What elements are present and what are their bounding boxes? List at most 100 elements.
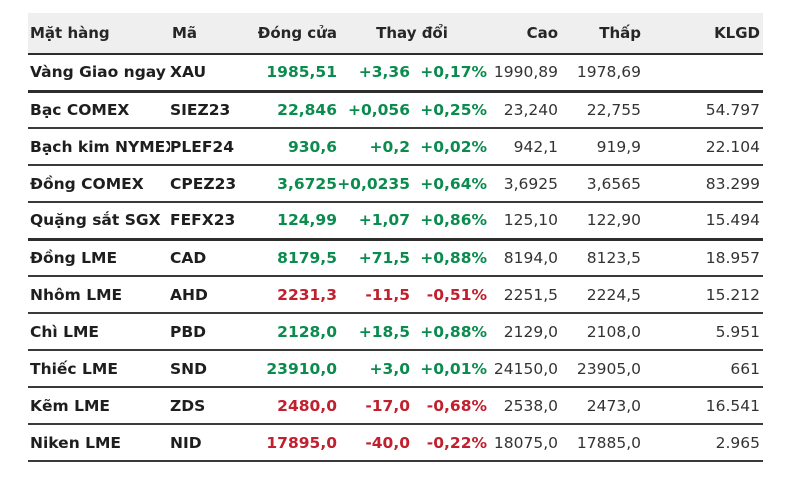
volume-cell: 15.494 (641, 202, 764, 241)
change-value-cell: +18,5 (337, 313, 410, 351)
change-value-cell: -11,5 (337, 276, 410, 314)
header-change: Thay đổi (337, 13, 488, 55)
commodity-code-cell: CAD (170, 239, 255, 277)
commodity-name-cell: Quặng sắt SGX (28, 202, 170, 241)
change-value-cell: +3,36 (337, 54, 410, 93)
change-percent-cell: +0,88% (410, 239, 488, 277)
volume-cell: 2.965 (641, 424, 764, 462)
close-price-cell: 3,6725 (255, 165, 337, 203)
change-value-cell: +1,07 (337, 202, 410, 241)
close-price-cell: 8179,5 (255, 239, 337, 277)
change-percent-cell: +0,17% (410, 54, 488, 93)
commodity-name-cell: Đồng LME (28, 239, 170, 277)
table-row: Vàng Giao ngay XAU 1985,51 +3,36 +0,17% 1990,… (28, 54, 764, 93)
low-price-cell: 23905,0 (558, 350, 642, 388)
volume-cell (641, 54, 764, 93)
change-value-cell: -40,0 (337, 424, 410, 462)
commodity-code-cell: AHD (170, 276, 255, 314)
commodity-code-cell: PLEF24 (170, 128, 255, 166)
change-percent-cell: +0,86% (410, 202, 488, 241)
volume-cell: 5.951 (641, 313, 764, 351)
table-row: Chì LME PBD 2128,0 +18,5 +0,88% 2129,0 2108,0 5… (28, 313, 764, 351)
close-price-cell: 2231,3 (255, 276, 337, 314)
header-row: Mặt hàng Mã Đóng cửa Thay đổi Cao Thấp K… (28, 13, 764, 55)
volume-cell: 54.797 (641, 91, 764, 129)
commodity-table: Mặt hàng Mã Đóng cửa Thay đổi Cao Thấp K… (28, 13, 764, 462)
change-percent-cell: +0,64% (410, 165, 488, 203)
commodity-code-cell: PBD (170, 313, 255, 351)
table-row: Niken LME NID 17895,0 -40,0 -0,22% 18075,0 178… (28, 424, 764, 462)
volume-cell: 18.957 (641, 239, 764, 277)
commodity-name-cell: Đồng COMEX (28, 165, 170, 203)
volume-cell: 15.212 (641, 276, 764, 314)
table-row: Đồng LME CAD 8179,5 +71,5 +0,88% 8194,0 8123,5… (28, 239, 764, 277)
change-percent-cell: +0,25% (410, 91, 488, 129)
commodity-name-cell: Chì LME (28, 313, 170, 351)
table-row: Quặng sắt SGX FEFX23 124,99 +1,07 +0,86% 125,… (28, 202, 764, 241)
commodity-price-board: Mặt hàng Mã Đóng cửa Thay đổi Cao Thấp K… (28, 13, 764, 462)
header-close: Đóng cửa (255, 13, 337, 55)
low-price-cell: 8123,5 (558, 239, 642, 277)
low-price-cell: 122,90 (558, 202, 642, 241)
commodity-code-cell: XAU (170, 54, 255, 93)
volume-cell: 661 (641, 350, 764, 388)
change-percent-cell: +0,01% (410, 350, 488, 388)
low-price-cell: 1978,69 (558, 54, 642, 93)
commodity-code-cell: CPEZ23 (170, 165, 255, 203)
change-value-cell: -17,0 (337, 387, 410, 425)
commodity-name-cell: Kẽm LME (28, 387, 170, 425)
low-price-cell: 2108,0 (558, 313, 642, 351)
commodity-name-cell: Bạch kim NYMEX (28, 128, 170, 166)
close-price-cell: 1985,51 (255, 54, 337, 93)
close-price-cell: 23910,0 (255, 350, 337, 388)
table-row: Bạch kim NYMEX PLEF24 930,6 +0,2 +0,02% 942,1… (28, 128, 764, 166)
change-percent-cell: -0,51% (410, 276, 488, 314)
high-price-cell: 24150,0 (487, 350, 559, 388)
close-price-cell: 2480,0 (255, 387, 337, 425)
commodity-name-cell: Nhôm LME (28, 276, 170, 314)
header-high: Cao (487, 13, 559, 55)
commodity-code-cell: SIEZ23 (170, 91, 255, 129)
volume-cell: 83.299 (641, 165, 764, 203)
volume-cell: 22.104 (641, 128, 764, 166)
low-price-cell: 919,9 (558, 128, 642, 166)
table-row: Nhôm LME AHD 2231,3 -11,5 -0,51% 2251,5 2224,5… (28, 276, 764, 314)
commodity-code-cell: NID (170, 424, 255, 462)
header-low: Thấp (558, 13, 642, 55)
header-code: Mã (170, 13, 255, 55)
low-price-cell: 22,755 (558, 91, 642, 129)
commodity-name-cell: Thiếc LME (28, 350, 170, 388)
table-row: Thiếc LME SND 23910,0 +3,0 +0,01% 24150,0 2390… (28, 350, 764, 388)
header-volume: KLGD (641, 13, 764, 55)
change-percent-cell: -0,22% (410, 424, 488, 462)
close-price-cell: 17895,0 (255, 424, 337, 462)
change-value-cell: +0,0235 (337, 165, 410, 203)
high-price-cell: 18075,0 (487, 424, 559, 462)
header-commodity: Mặt hàng (28, 13, 170, 55)
commodity-code-cell: SND (170, 350, 255, 388)
change-value-cell: +71,5 (337, 239, 410, 277)
volume-cell: 16.541 (641, 387, 764, 425)
high-price-cell: 23,240 (487, 91, 559, 129)
high-price-cell: 2538,0 (487, 387, 559, 425)
high-price-cell: 3,6925 (487, 165, 559, 203)
table-header: Mặt hàng Mã Đóng cửa Thay đổi Cao Thấp K… (28, 13, 764, 55)
table-row: Bạc COMEX SIEZ23 22,846 +0,056 +0,25% 23,240 2… (28, 91, 764, 129)
high-price-cell: 8194,0 (487, 239, 559, 277)
high-price-cell: 125,10 (487, 202, 559, 241)
low-price-cell: 17885,0 (558, 424, 642, 462)
change-value-cell: +0,2 (337, 128, 410, 166)
close-price-cell: 124,99 (255, 202, 337, 241)
change-percent-cell: +0,02% (410, 128, 488, 166)
close-price-cell: 2128,0 (255, 313, 337, 351)
low-price-cell: 2473,0 (558, 387, 642, 425)
high-price-cell: 2129,0 (487, 313, 559, 351)
commodity-name-cell: Niken LME (28, 424, 170, 462)
commodity-code-cell: FEFX23 (170, 202, 255, 241)
change-value-cell: +3,0 (337, 350, 410, 388)
commodity-code-cell: ZDS (170, 387, 255, 425)
high-price-cell: 2251,5 (487, 276, 559, 314)
high-price-cell: 942,1 (487, 128, 559, 166)
table-row: Kẽm LME ZDS 2480,0 -17,0 -0,68% 2538,0 2473,0 1… (28, 387, 764, 425)
change-percent-cell: +0,88% (410, 313, 488, 351)
